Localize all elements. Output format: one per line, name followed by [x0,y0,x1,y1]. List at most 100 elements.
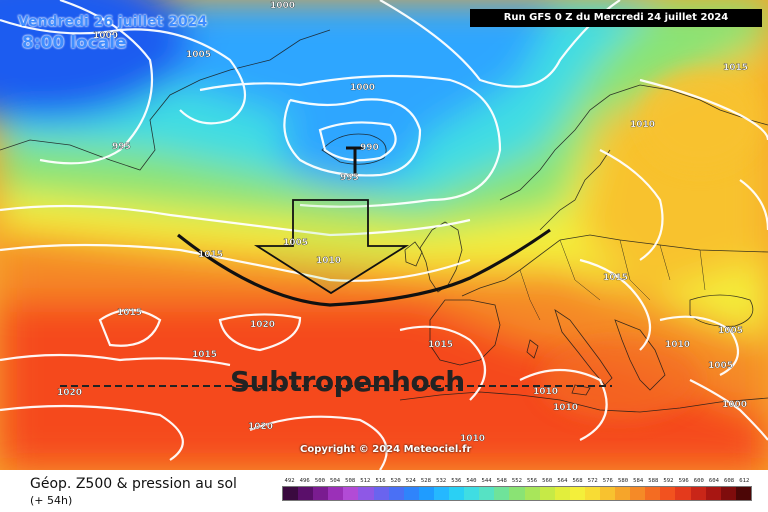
isobar-label: 1010 [665,340,690,350]
legend-tick-label: 596 [678,478,689,484]
legend-swatch [343,487,359,500]
legend-tick-label: 516 [375,478,386,484]
isobar-label: 1000 [350,83,375,93]
legend-swatch [599,487,616,500]
isobar-label: 1015 [117,308,142,318]
legend-swatch [328,487,344,500]
legend-swatch [509,487,525,500]
legend-tick-label: 504 [329,478,341,484]
isobar-label: 1000 [270,1,295,11]
legend-swatch [690,487,706,500]
isobar-label: 995 [340,173,359,183]
map-footer: Géop. Z500 & pression au sol (+ 54h) 492… [0,470,768,512]
isobar-label: 1005 [718,326,743,336]
legend-tick-label: 552 [511,478,522,484]
legend-tick-label: 536 [451,478,462,484]
legend-tick-label: 576 [602,478,613,484]
legend-tick-label: 604 [708,478,719,484]
map-canvas: 1000 1000 1005 995 1000 990 995 1005 101… [0,0,768,470]
isobar-label: 1015 [603,273,628,283]
legend-tick-label: 540 [466,478,477,484]
legend-tick-label: 564 [557,478,568,484]
legend-swatch [418,487,434,500]
isobar-label: 1020 [248,422,273,432]
isobar-label: 1000 [93,31,118,41]
isobar-labels: 1000 1000 1005 995 1000 990 995 1005 101… [57,1,748,444]
legend-tick-label: 500 [314,478,325,484]
legend-swatch [645,487,661,500]
legend-tick-label: 568 [572,478,583,484]
legend-tick-label: 608 [724,478,735,484]
legend-tick-label: 588 [648,478,659,484]
legend-tick-label: 612 [739,478,750,484]
legend-tick-label: 580 [617,478,629,484]
isobar-label: 1010 [630,120,655,130]
legend-tick-label: 572 [587,478,598,484]
legend-swatches [282,486,752,501]
legend-swatch [373,487,389,500]
weather-map: 1000 1000 1005 995 1000 990 995 1005 101… [0,0,768,470]
legend-swatch [720,487,736,500]
isobar-label: 1020 [250,320,275,330]
legend-swatch [298,487,314,500]
isobar-label: 1005 [186,50,211,60]
legend-swatch [464,487,480,500]
forecast-offset: (+ 54h) [30,494,73,507]
legend-swatch [283,487,299,500]
legend-tick-label: 560 [542,478,553,484]
legend-swatch [449,487,465,500]
legend-swatch [660,487,676,500]
legend-swatch [735,487,751,500]
legend-swatch [524,487,540,500]
legend-swatch [615,487,631,500]
trough-arrow [253,199,410,295]
isobar-label: 1010 [460,434,485,444]
jet-stream-curve [177,228,551,307]
legend-swatch [403,487,419,500]
low-pressure-marker-icon [346,146,363,175]
legend-tick-label: 492 [284,478,295,484]
legend-swatch [569,487,585,500]
geopotential-field [0,0,768,470]
isobar-label: 990 [360,143,379,153]
isobar-label: 1010 [553,403,578,413]
isobar-label: 995 [112,142,131,152]
run-info-banner: Run GFS 0 Z du Mercredi 24 juillet 2024 [470,9,762,27]
legend-tick-label: 600 [693,478,704,484]
legend-tick-label: 520 [390,478,401,484]
legend-swatch [675,487,691,500]
legend-tick-label: 548 [496,478,507,484]
legend-tick-label: 528 [420,478,432,484]
isobar-label: 1015 [192,350,217,360]
copyright-notice: Copyright © 2024 Meteociel.fr [300,444,472,455]
color-legend: 492 496 500 504 508 512 516 520 524 528 532 536 540 5… [282,478,752,508]
valid-time: 8:00 locale [22,33,127,53]
isobar-label: 1005 [283,238,308,248]
legend-swatch [358,487,374,500]
legend-swatch [554,487,570,500]
legend-tick-label: 496 [299,478,310,484]
legend-swatch [705,487,721,500]
isobar-label: 1015 [428,340,453,350]
legend-swatch [388,487,404,500]
isobar-label: 1010 [316,256,341,266]
legend-tick-label: 584 [633,478,644,484]
isobar-label: 1020 [57,388,82,398]
legend-tick-label: 508 [345,478,356,484]
isobar-label: 1015 [198,250,223,260]
isobar-label: 1005 [708,361,733,371]
legend-swatch [630,487,646,500]
isobar-label: 1015 [723,63,748,73]
legend-ticks: 492 496 500 504 508 512 516 520 524 528 532 536 540 5… [282,478,752,484]
legend-tick-label: 524 [405,478,416,484]
valid-date: Vendredi 26 juillet 2024 [18,14,208,30]
legend-tick-label: 532 [436,478,447,484]
legend-swatch [539,487,555,500]
legend-tick-label: 544 [481,478,492,484]
legend-swatch [494,487,510,500]
legend-tick-label: 556 [527,478,538,484]
isobars [0,0,768,470]
legend-tick-label: 592 [663,478,674,484]
legend-swatch [584,487,600,500]
legend-tick-label: 512 [360,478,371,484]
